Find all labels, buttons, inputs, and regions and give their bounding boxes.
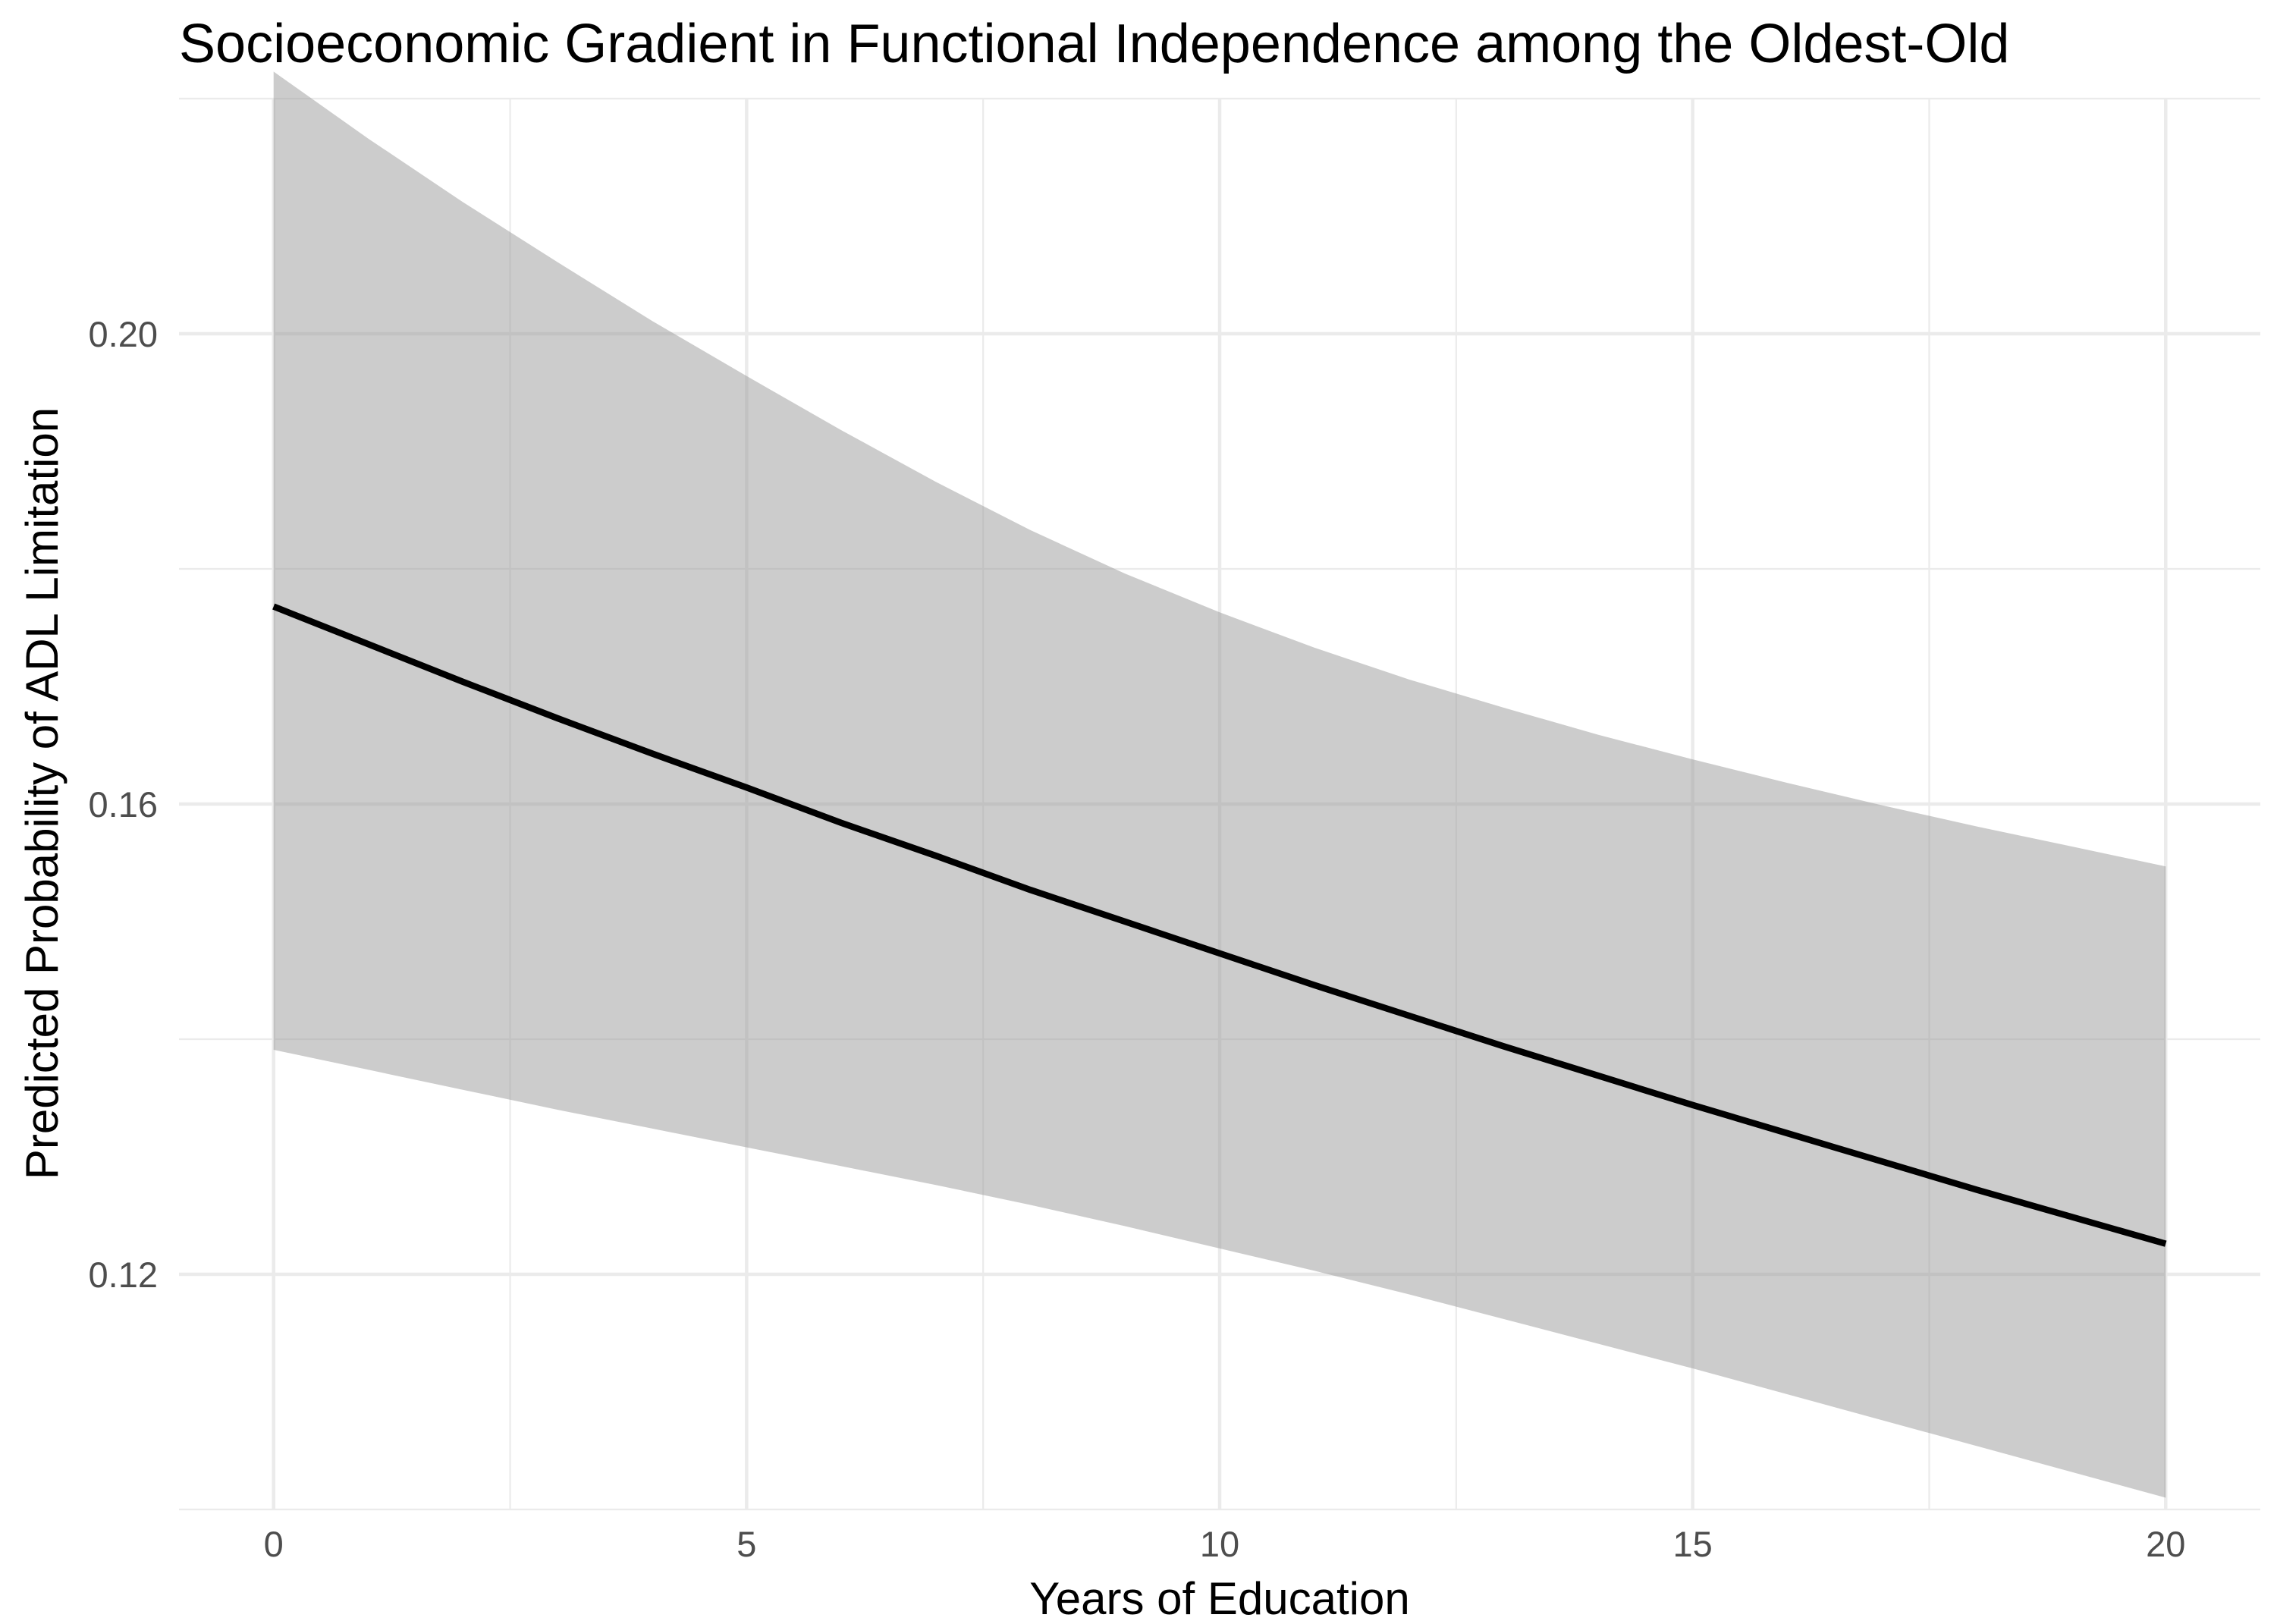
y-axis-title: Predicted Probability of ADL Limitation	[17, 407, 68, 1180]
plot-panel	[179, 71, 2260, 1511]
y-tick-label: 0.12	[89, 1255, 158, 1295]
x-tick-label: 5	[736, 1524, 756, 1564]
x-axis-title: Years of Education	[1029, 1573, 1409, 1624]
x-tick-label: 20	[2146, 1524, 2185, 1564]
x-axis-tick-labels: 0 5 10 15 20	[264, 1524, 2186, 1564]
y-tick-label: 0.16	[89, 784, 158, 825]
x-tick-label: 15	[1672, 1524, 1712, 1564]
y-tick-label: 0.20	[89, 314, 158, 354]
x-tick-label: 10	[1200, 1524, 1239, 1564]
fitted-line	[272, 603, 2167, 1247]
chart-title: Socioeconomic Gradient in Functional Ind…	[179, 14, 2009, 74]
y-axis-tick-labels: 0.12 0.16 0.20	[89, 314, 158, 1295]
confidence-band	[273, 71, 2166, 1498]
x-tick-label: 0	[264, 1524, 284, 1564]
